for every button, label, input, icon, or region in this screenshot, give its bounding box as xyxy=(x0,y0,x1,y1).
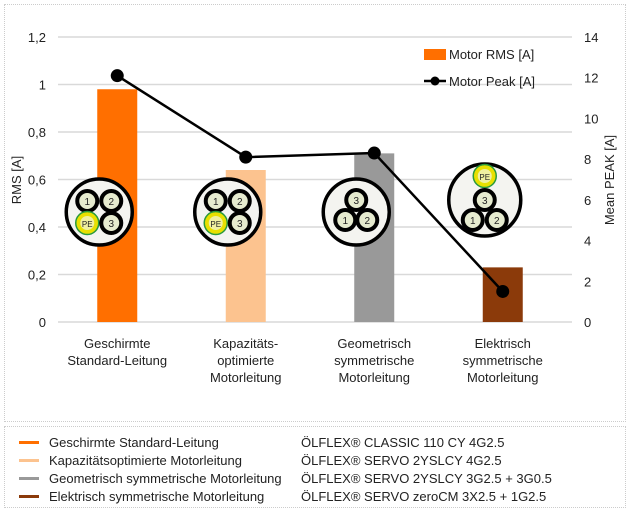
conductor-label: 2 xyxy=(108,197,114,208)
cable-legend: Geschirmte Standard-Leitung ÖLFLEX® CLASS… xyxy=(4,426,626,508)
y-tick-label: 1 xyxy=(39,78,46,93)
legend-color-swatch xyxy=(19,494,39,498)
x-category-label: Kapazitäts- xyxy=(213,336,278,351)
conductor-shield xyxy=(75,210,100,236)
x-category-label: Geometrisch xyxy=(337,336,411,351)
conductor xyxy=(473,165,496,187)
y-tick-label: 1,2 xyxy=(28,30,46,45)
cable-legend-row: Geometrisch symmetrische Motorleitung ÖLF… xyxy=(19,469,552,487)
cable-cross-section-icon: PE 31 2 xyxy=(447,162,523,238)
y-tick-label: 0,2 xyxy=(28,268,46,283)
conductor xyxy=(344,188,369,212)
legend-swatch-rms xyxy=(424,49,446,60)
conductor-label: PE xyxy=(479,173,490,182)
cable-jacket xyxy=(64,177,134,247)
conductor xyxy=(76,212,99,234)
cable-cross-section-icon: 1 2 PE 3 xyxy=(64,177,134,247)
y-right-tick-label: 10 xyxy=(584,111,598,126)
y-right-tick-label: 12 xyxy=(584,71,598,86)
x-category-label: Motorleitung xyxy=(467,370,539,385)
legend-label-rms: Motor RMS [A] xyxy=(449,47,534,62)
peak-line xyxy=(116,74,504,293)
legend-color-swatch xyxy=(19,440,39,444)
cable-type-name: Geschirmte Standard-Leitung xyxy=(49,434,219,450)
x-category-label: symmetrische xyxy=(463,353,543,368)
conductor-label: 2 xyxy=(364,216,370,227)
peak-point xyxy=(239,150,253,164)
legend-marker-peak xyxy=(430,76,440,86)
conductor-label: 3 xyxy=(353,196,359,207)
conductor-label: PE xyxy=(210,220,221,229)
peak-point xyxy=(367,146,381,160)
conductor-label: 3 xyxy=(108,219,114,230)
legend-label-peak: Motor Peak [A] xyxy=(449,74,535,89)
x-category-label: optimierte xyxy=(217,353,274,368)
conductor-shield xyxy=(203,210,228,236)
y-right-tick-label: 8 xyxy=(584,152,591,167)
conductor xyxy=(355,208,380,232)
cable-type-name: Kapazitätsoptimierte Motorleitung xyxy=(49,452,242,468)
y-tick-label: 0,4 xyxy=(28,220,46,235)
peak-point xyxy=(496,284,510,298)
conductor-label: 3 xyxy=(237,219,243,230)
y-axis-label: RMS [A] xyxy=(9,156,24,204)
conductor xyxy=(472,188,497,212)
conductor xyxy=(99,211,124,235)
cable-cross-section-icon: 31 2 xyxy=(321,177,391,247)
conductor xyxy=(204,212,227,234)
conductor-label: 2 xyxy=(494,216,500,227)
conductor-label: 1 xyxy=(470,216,476,227)
y-tick-label: 0,6 xyxy=(28,173,46,188)
x-category-label: Motorleitung xyxy=(210,370,282,385)
conductor xyxy=(227,211,252,235)
conductor-label: 1 xyxy=(84,197,90,208)
y-right-tick-label: 4 xyxy=(584,234,591,249)
cable-legend-row: Elektrisch symmetrische Motorleitung ÖLFL… xyxy=(19,487,546,505)
cable-legend-row: Geschirmte Standard-Leitung ÖLFLEX® CLASS… xyxy=(19,433,504,451)
cable-cross-section-icon: 1 2 PE 3 xyxy=(193,177,263,247)
y-right-tick-label: 6 xyxy=(584,193,591,208)
cable-legend-row: Kapazitätsoptimierte Motorleitung ÖLFLEX®… xyxy=(19,451,502,469)
conductor-label: 1 xyxy=(213,197,219,208)
cable-product-name: ÖLFLEX® SERVO zeroCM 3X2.5 + 1G2.5 xyxy=(301,488,547,504)
cable-type-name: Geometrisch symmetrische Motorleitung xyxy=(49,470,282,486)
y-right-axis-label: Mean PEAK [A] xyxy=(602,135,617,225)
legend-color-swatch xyxy=(19,458,39,462)
cable-jacket xyxy=(193,177,263,247)
x-category-label: Standard-Leitung xyxy=(67,353,167,368)
conductor-shield xyxy=(472,163,497,189)
x-category-label: Elektrisch xyxy=(475,336,531,351)
cable-product-name: ÖLFLEX® CLASSIC 110 CY 4G2.5 xyxy=(301,434,505,450)
y-tick-label: 0 xyxy=(39,315,46,330)
conductor-label: 2 xyxy=(237,197,243,208)
conductor-label: PE xyxy=(82,220,93,229)
y-right-tick-label: 0 xyxy=(584,315,591,330)
x-category-label: Geschirmte xyxy=(84,336,150,351)
conductor-label: 3 xyxy=(482,196,488,207)
y-right-tick-label: 2 xyxy=(584,274,591,289)
cable-product-name: ÖLFLEX® SERVO 2YSLCY 3G2.5 + 3G0.5 xyxy=(301,470,552,486)
conductor xyxy=(460,208,485,232)
chart-frame xyxy=(4,4,626,422)
cable-type-name: Elektrisch symmetrische Motorleitung xyxy=(49,488,265,504)
y-right-tick-label: 14 xyxy=(584,30,598,45)
x-category-label: symmetrische xyxy=(334,353,414,368)
y-tick-label: 0,8 xyxy=(28,125,46,140)
conductor-label: 1 xyxy=(342,216,348,227)
x-category-label: Motorleitung xyxy=(338,370,410,385)
cable-product-name: ÖLFLEX® SERVO 2YSLCY 4G2.5 xyxy=(301,452,502,468)
legend-color-swatch xyxy=(19,476,39,480)
peak-point xyxy=(110,69,124,83)
conductor xyxy=(484,208,509,232)
